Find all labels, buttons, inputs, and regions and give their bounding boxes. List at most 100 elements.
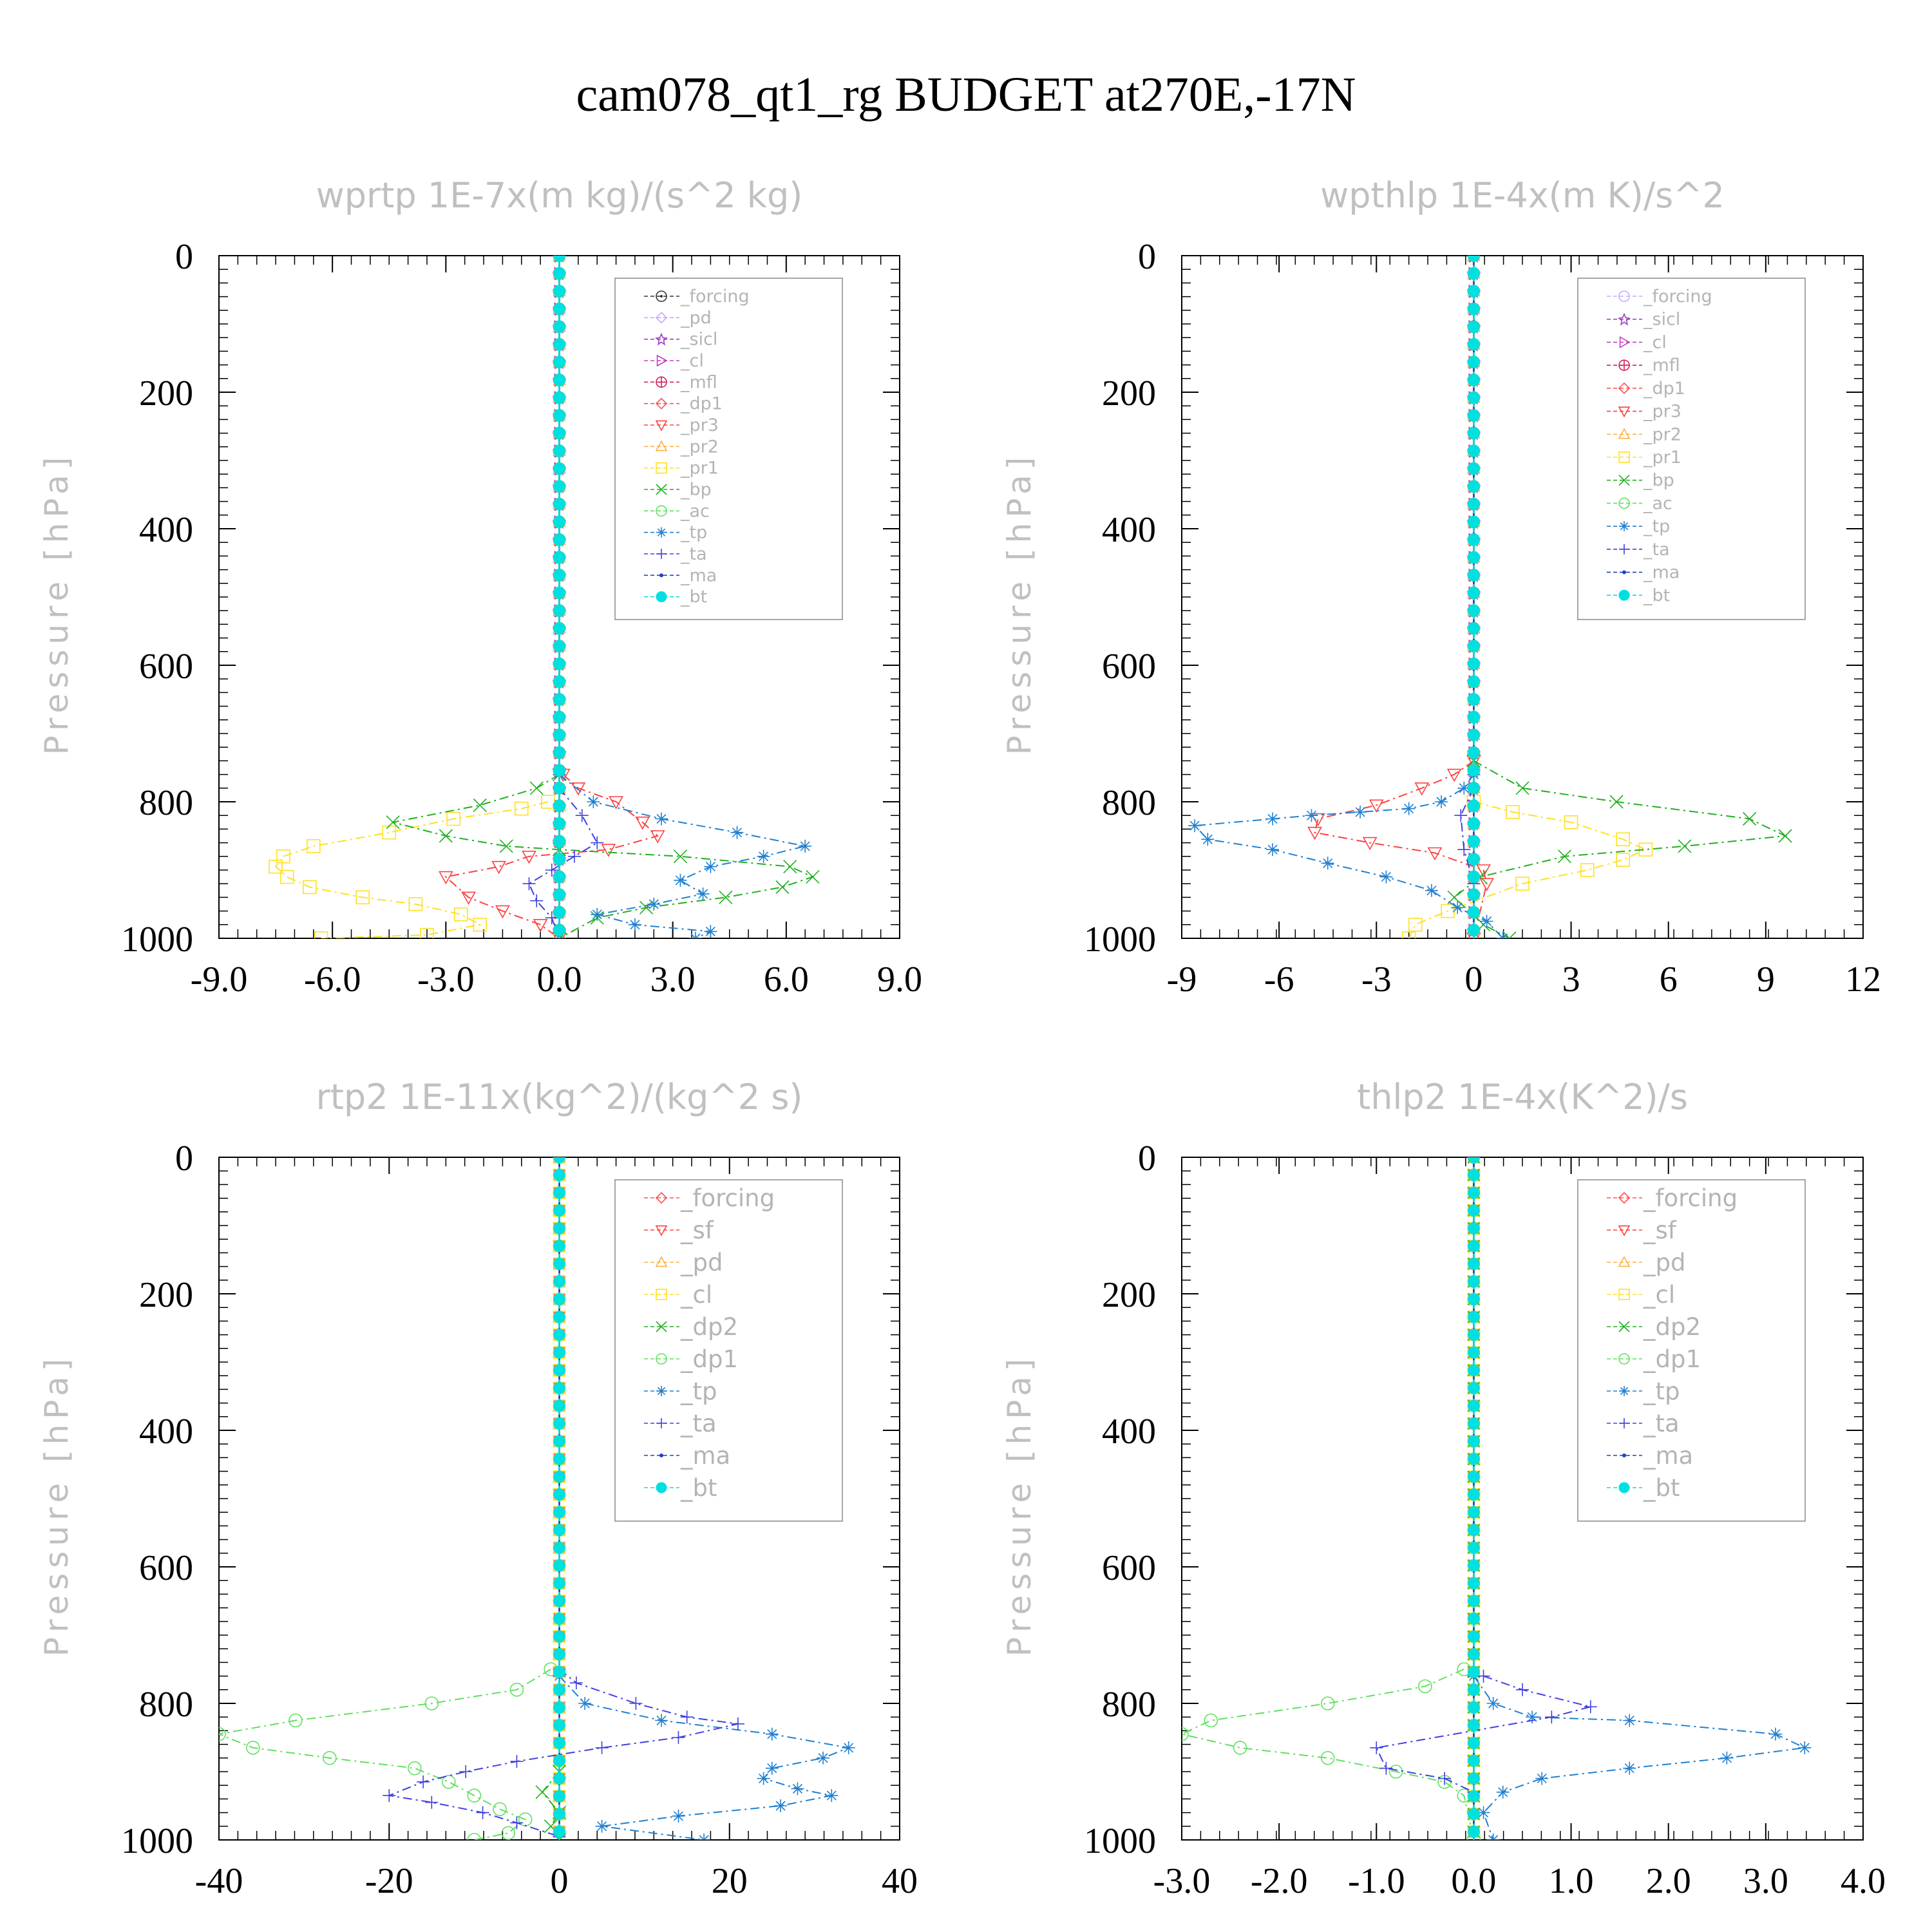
- legend-swatch-marker: [655, 1256, 668, 1267]
- legend-label: _dp1: [1643, 379, 1685, 399]
- x-tick-label: -9: [1167, 960, 1197, 999]
- x-tick-label: -2.0: [1251, 1861, 1308, 1901]
- data-point: [553, 1157, 565, 1164]
- legend-label: _dp2: [1643, 1313, 1701, 1341]
- legend-label: _forcing: [1643, 1184, 1738, 1212]
- panel-title: wprtp 1E-7x(m kg)/(s^2 kg): [316, 175, 803, 216]
- data-point: [219, 1727, 226, 1741]
- data-point: [473, 918, 487, 932]
- data-point: [1467, 1157, 1480, 1164]
- legend-label: _ma: [1643, 563, 1680, 583]
- data-point: [1320, 1696, 1335, 1710]
- legend-label: _sf: [680, 1217, 714, 1244]
- data-point: [553, 1630, 565, 1643]
- legend-label: _tp: [1643, 516, 1670, 536]
- series-line: [558, 773, 806, 938]
- data-point: [1188, 819, 1202, 833]
- data-point: [510, 1816, 524, 1830]
- data-point: [1467, 1541, 1480, 1554]
- data-point: [446, 811, 460, 826]
- data-point: [1467, 1736, 1480, 1749]
- data-point: [553, 1488, 565, 1501]
- data-point: [553, 498, 565, 511]
- legend-item: _bt: [1607, 585, 1670, 605]
- data-point: [783, 860, 797, 874]
- data-point: [553, 1524, 565, 1537]
- y-tick-label: 1000: [1084, 920, 1156, 960]
- data-point: [1467, 1701, 1480, 1714]
- data-point: [1467, 728, 1480, 741]
- data-point: [1467, 1613, 1480, 1625]
- legend-swatch-marker: [655, 1225, 668, 1236]
- legend-box: [1577, 1179, 1806, 1522]
- y-tick-label: 200: [139, 374, 193, 413]
- data-point: [587, 795, 600, 808]
- legend-box: [614, 278, 843, 620]
- x-tick-label: -9.0: [191, 960, 248, 999]
- data-point: [553, 1808, 565, 1821]
- data-point: [1467, 1524, 1480, 1537]
- data-point: [1204, 1713, 1218, 1728]
- data-point: [1451, 901, 1464, 914]
- data-point: [553, 1293, 565, 1305]
- data-point: [1467, 1329, 1480, 1341]
- data-point: [1467, 285, 1480, 298]
- legend-item: _bp: [1607, 471, 1674, 491]
- data-point: [1467, 658, 1480, 670]
- data-point: [535, 1785, 549, 1799]
- data-point: [553, 1648, 565, 1661]
- series-pr3: [1307, 755, 1494, 938]
- series-dp1: [219, 1662, 558, 1840]
- data-point: [1467, 622, 1480, 635]
- plot-area: [1188, 256, 1792, 938]
- series-line: [1375, 1675, 1591, 1793]
- y-tick-label: 0: [175, 237, 193, 277]
- legend-swatch-marker: [659, 573, 663, 578]
- legend-swatch-marker: [655, 420, 668, 431]
- data-point: [1480, 914, 1493, 928]
- legend-item: _pd: [1607, 1249, 1685, 1276]
- chart-panel-2: wpthlp 1E-4x(m K)/s^2 Pressure [hPa] -9 -6 -…: [1001, 175, 1881, 999]
- data-point: [553, 1595, 565, 1607]
- data-point: [1321, 857, 1334, 870]
- legend-label: _pr2: [1643, 424, 1681, 444]
- x-tick-label: -3.0: [1153, 1861, 1211, 1901]
- data-point: [731, 1717, 744, 1730]
- data-point: [1616, 832, 1630, 847]
- data-point: [553, 1381, 565, 1394]
- data-point: [1743, 811, 1757, 826]
- legend-swatch-marker: [655, 1191, 668, 1204]
- data-point: [757, 849, 770, 863]
- data-point: [680, 1710, 694, 1724]
- series-line: [444, 773, 659, 938]
- legend-swatch-marker: [1618, 1256, 1631, 1267]
- data-point: [553, 569, 565, 582]
- data-point: [1467, 515, 1480, 528]
- y-tick-label: 600: [1102, 1548, 1156, 1588]
- data-point: [1266, 812, 1280, 826]
- data-point: [765, 1727, 779, 1741]
- legend-label: _cl: [680, 1281, 712, 1309]
- series-dp1: [1182, 1662, 1481, 1840]
- data-point: [553, 1329, 565, 1341]
- data-point: [499, 839, 513, 853]
- data-point: [1446, 768, 1462, 782]
- data-point: [1467, 1772, 1480, 1785]
- x-tick-label: 6.0: [764, 960, 809, 999]
- data-point: [514, 801, 529, 816]
- data-point: [639, 900, 654, 914]
- series-bt: [553, 256, 565, 938]
- legend-label: _sicl: [680, 330, 717, 350]
- x-tick-label: 3: [1562, 960, 1580, 999]
- data-point: [650, 830, 665, 844]
- series-bt: [553, 1157, 565, 1840]
- legend-label: _ac: [1643, 493, 1672, 513]
- legend-swatch-marker: [655, 440, 668, 451]
- y-tick-label: 0: [175, 1139, 193, 1179]
- legend-swatch-marker: [1619, 336, 1631, 348]
- series-bt: [1467, 256, 1480, 938]
- data-point: [1506, 805, 1520, 819]
- data-point: [1467, 1683, 1480, 1696]
- series-line: [1193, 774, 1504, 938]
- y-tick-label: 200: [139, 1275, 193, 1315]
